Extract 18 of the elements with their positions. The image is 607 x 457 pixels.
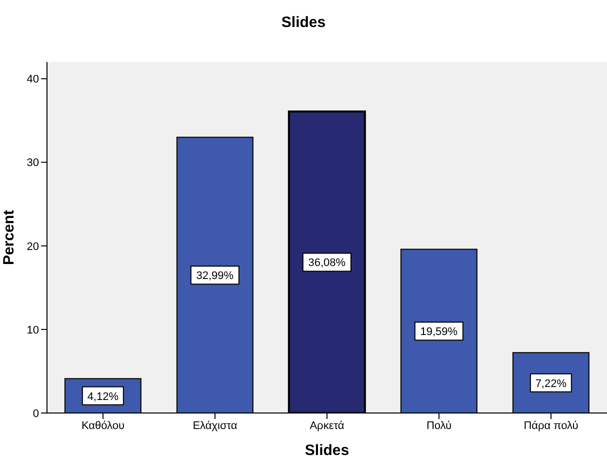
x-tick-label: Αρκετά (310, 420, 345, 432)
data-label: 4,12% (87, 390, 119, 403)
data-label: 7,22% (535, 378, 567, 390)
data-label: 19,59% (420, 326, 458, 338)
x-axis-title: Slides (304, 442, 350, 457)
y-tick-label: 40 (26, 74, 39, 86)
x-tick-label: Πάρα πολύ (524, 420, 578, 432)
y-tick-label: 0 (32, 408, 39, 420)
x-tick-label: Καθόλου (81, 420, 125, 432)
chart-title: Slides (280, 14, 327, 31)
y-tick-label: 10 (26, 324, 39, 336)
y-axis-title: Percent (0, 210, 18, 266)
y-tick-label: 30 (26, 157, 39, 170)
data-label: 32,99% (196, 270, 234, 282)
y-tick-label: 20 (26, 240, 39, 253)
x-tick-label: Πολύ (426, 420, 452, 432)
data-label: 36,08% (308, 257, 346, 270)
x-tick-label: Ελάχιστα (192, 420, 238, 432)
